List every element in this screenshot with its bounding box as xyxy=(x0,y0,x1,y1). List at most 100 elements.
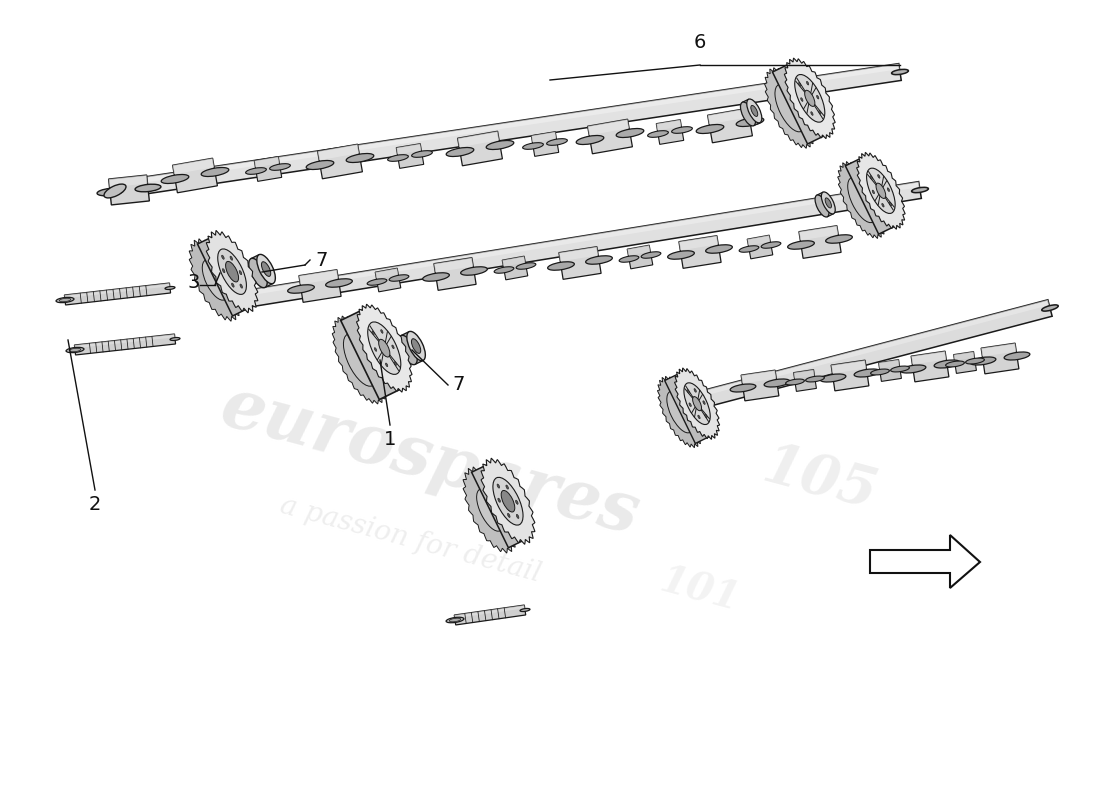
Ellipse shape xyxy=(262,262,271,276)
Ellipse shape xyxy=(107,187,123,193)
Polygon shape xyxy=(318,144,362,178)
Ellipse shape xyxy=(387,154,408,162)
Ellipse shape xyxy=(372,331,374,334)
Text: 7: 7 xyxy=(315,250,328,270)
Ellipse shape xyxy=(788,241,814,250)
Ellipse shape xyxy=(231,283,234,287)
Ellipse shape xyxy=(694,389,696,392)
Polygon shape xyxy=(870,535,980,588)
Ellipse shape xyxy=(696,125,724,134)
Ellipse shape xyxy=(497,484,499,488)
Ellipse shape xyxy=(165,286,175,290)
Polygon shape xyxy=(113,63,900,187)
Polygon shape xyxy=(747,235,773,259)
Ellipse shape xyxy=(548,262,574,270)
Ellipse shape xyxy=(461,266,487,275)
Ellipse shape xyxy=(218,249,246,294)
Ellipse shape xyxy=(764,379,790,387)
Ellipse shape xyxy=(693,397,702,410)
Ellipse shape xyxy=(226,262,239,282)
Polygon shape xyxy=(458,131,499,147)
Ellipse shape xyxy=(740,102,756,126)
Polygon shape xyxy=(627,245,650,255)
Polygon shape xyxy=(911,351,949,382)
Polygon shape xyxy=(838,162,887,238)
Polygon shape xyxy=(299,270,339,284)
Ellipse shape xyxy=(221,255,224,259)
Ellipse shape xyxy=(170,338,180,341)
Text: eurospares: eurospares xyxy=(213,372,647,548)
Ellipse shape xyxy=(447,618,464,622)
Polygon shape xyxy=(433,258,473,272)
Ellipse shape xyxy=(486,141,514,150)
Ellipse shape xyxy=(761,242,781,248)
Ellipse shape xyxy=(381,330,383,334)
Ellipse shape xyxy=(498,498,500,502)
Polygon shape xyxy=(254,157,282,182)
Ellipse shape xyxy=(201,167,229,177)
Polygon shape xyxy=(375,268,398,278)
Ellipse shape xyxy=(825,198,832,208)
Ellipse shape xyxy=(411,150,432,158)
Polygon shape xyxy=(772,62,827,144)
Ellipse shape xyxy=(876,183,886,198)
Ellipse shape xyxy=(706,245,733,254)
Ellipse shape xyxy=(135,184,161,192)
Polygon shape xyxy=(657,120,684,144)
Polygon shape xyxy=(65,283,170,305)
Ellipse shape xyxy=(522,142,543,150)
Ellipse shape xyxy=(516,500,518,504)
Polygon shape xyxy=(75,334,176,355)
Polygon shape xyxy=(741,370,777,383)
Ellipse shape xyxy=(805,90,815,106)
Polygon shape xyxy=(658,376,703,448)
Ellipse shape xyxy=(891,366,910,372)
Polygon shape xyxy=(664,372,713,443)
Ellipse shape xyxy=(799,82,801,86)
Polygon shape xyxy=(816,192,834,217)
Ellipse shape xyxy=(688,390,690,394)
Polygon shape xyxy=(531,132,557,142)
Ellipse shape xyxy=(946,361,965,367)
Polygon shape xyxy=(674,368,719,439)
Ellipse shape xyxy=(730,384,756,392)
Ellipse shape xyxy=(776,84,805,132)
Polygon shape xyxy=(206,230,257,313)
Ellipse shape xyxy=(892,70,909,74)
Ellipse shape xyxy=(697,415,700,418)
Ellipse shape xyxy=(934,360,960,368)
Ellipse shape xyxy=(576,135,604,145)
Ellipse shape xyxy=(854,369,880,377)
Ellipse shape xyxy=(66,347,84,353)
Polygon shape xyxy=(799,226,842,258)
Polygon shape xyxy=(747,235,770,246)
Polygon shape xyxy=(356,304,412,392)
Polygon shape xyxy=(799,226,838,240)
Ellipse shape xyxy=(398,335,417,365)
Ellipse shape xyxy=(520,609,530,611)
Polygon shape xyxy=(559,246,601,279)
Ellipse shape xyxy=(747,99,762,123)
Ellipse shape xyxy=(970,357,996,365)
Polygon shape xyxy=(742,99,760,126)
Polygon shape xyxy=(173,158,218,193)
Ellipse shape xyxy=(493,478,522,525)
Polygon shape xyxy=(707,108,749,124)
Ellipse shape xyxy=(222,269,226,273)
Ellipse shape xyxy=(785,379,804,385)
Ellipse shape xyxy=(407,331,426,361)
Ellipse shape xyxy=(641,252,661,258)
Polygon shape xyxy=(793,370,814,378)
Polygon shape xyxy=(531,132,559,156)
Ellipse shape xyxy=(672,126,692,134)
Ellipse shape xyxy=(703,401,705,405)
Polygon shape xyxy=(832,360,867,374)
Ellipse shape xyxy=(736,118,763,126)
Ellipse shape xyxy=(585,256,613,264)
Polygon shape xyxy=(981,343,1019,374)
Polygon shape xyxy=(793,370,816,391)
Polygon shape xyxy=(318,144,360,160)
Polygon shape xyxy=(332,316,388,404)
Polygon shape xyxy=(189,238,241,322)
Ellipse shape xyxy=(239,270,242,274)
